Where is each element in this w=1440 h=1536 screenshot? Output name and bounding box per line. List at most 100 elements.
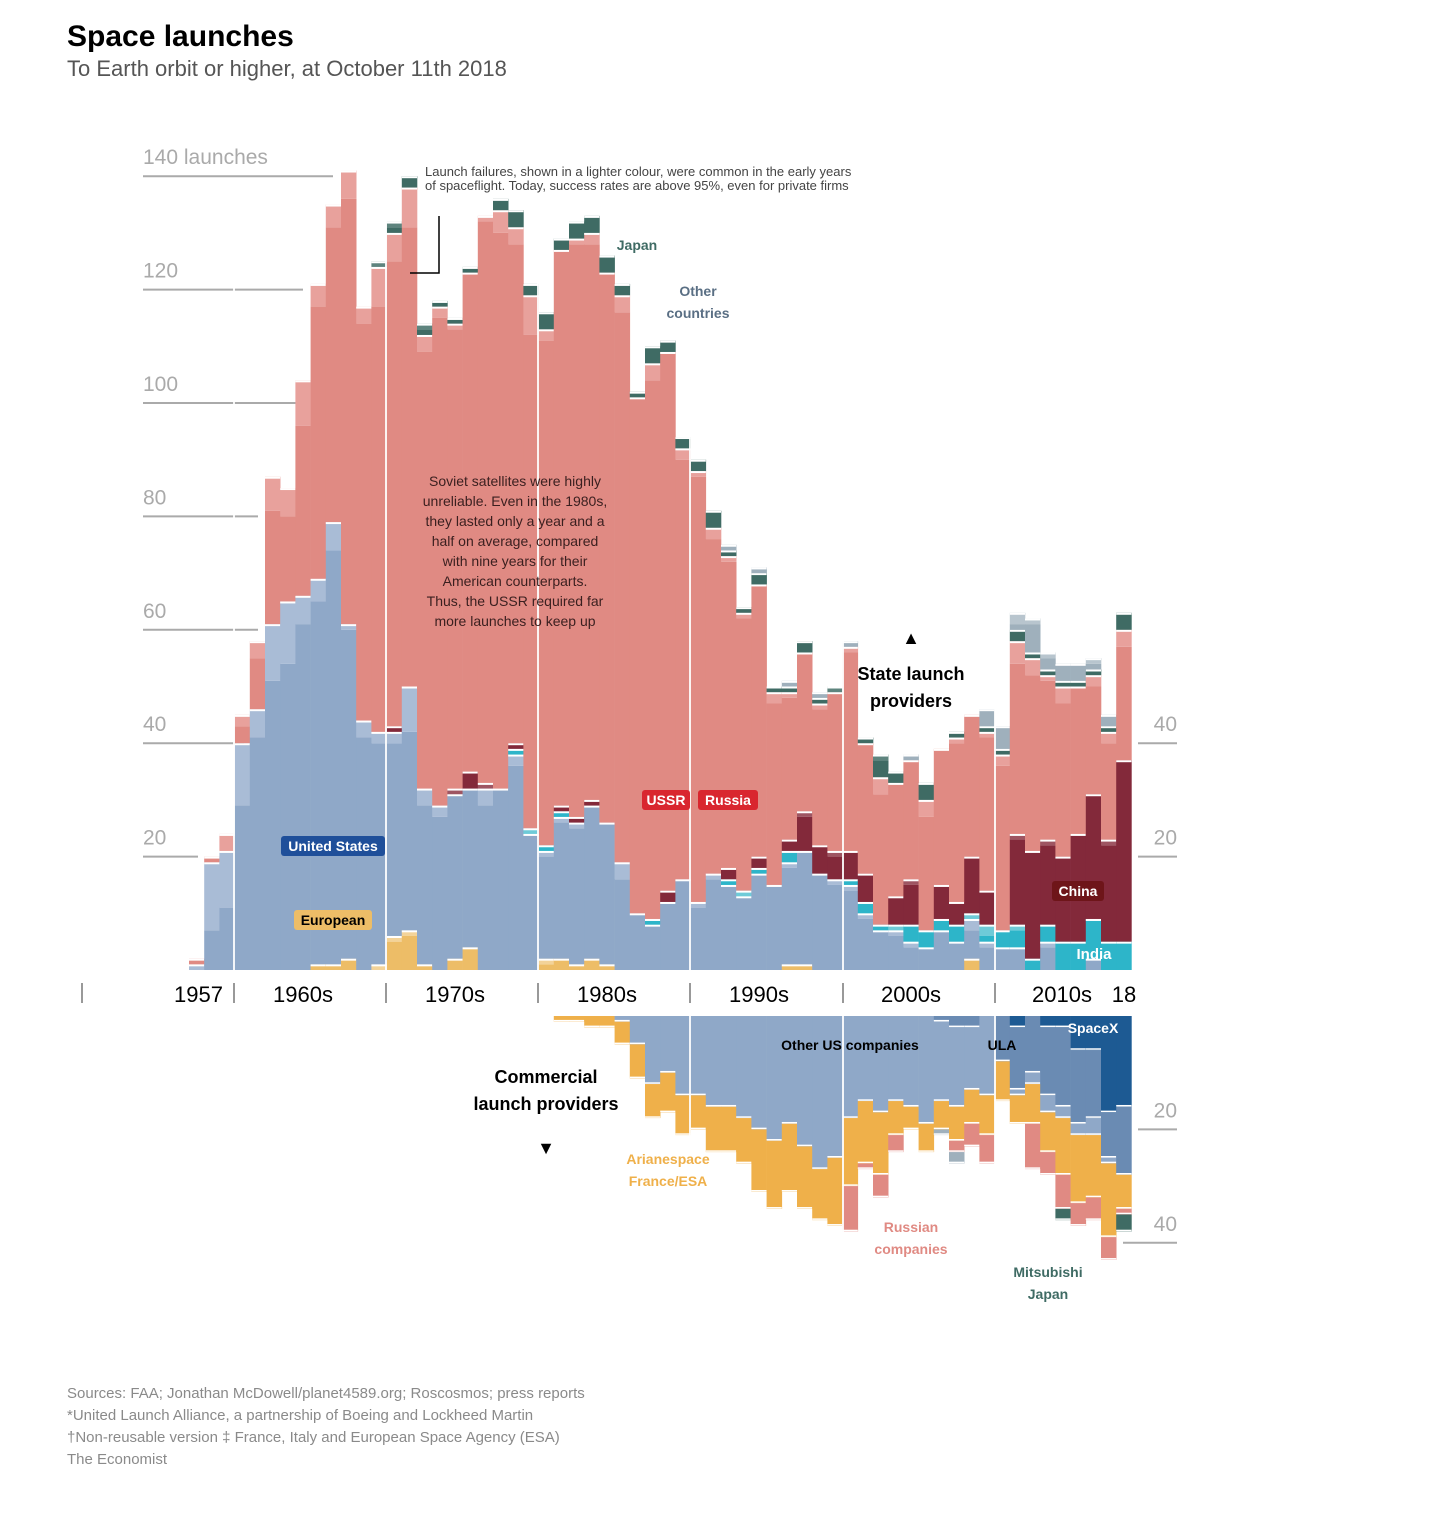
- bar-arianespace-france-esa-1995: [766, 1140, 783, 1209]
- bar-united-states-fail-1976: [477, 788, 494, 806]
- bar-russian-companies-2007: [949, 1140, 965, 1153]
- bar-ussr-russia-1997: [797, 652, 813, 812]
- bar-arianespace-france-esa-1989: [675, 1095, 691, 1136]
- x-tick-label-18: 18: [1112, 982, 1136, 1007]
- bar-united-states-1971: [401, 731, 418, 931]
- bar-united-states-1974: [447, 794, 463, 959]
- bar-arianespace-france-esa-2009: [979, 1095, 995, 1136]
- bar-european-1967: [341, 958, 357, 970]
- bar-ussr-russia-fail-2017: [1101, 731, 1117, 744]
- bar-ussr-russia-fail-1990: [690, 471, 707, 477]
- bar-other-us-companies-1997: [797, 1016, 813, 1147]
- bar-european-1971: [401, 935, 418, 970]
- bar-united-states-fail-2013: [1040, 941, 1056, 948]
- bar-united-states-1994: [751, 873, 767, 970]
- label-european: European: [301, 912, 366, 928]
- bar-ussr-russia-1965: [310, 306, 327, 579]
- bar-india-2002: [873, 924, 889, 931]
- bar-united-states-1972: [417, 805, 433, 965]
- bar-united-states-1991: [705, 879, 722, 970]
- bar-ussr-russia-fail-1989: [675, 448, 691, 460]
- bar-japan-1985: [614, 283, 631, 296]
- y-tick-label-lower-40: 40: [1154, 1213, 1177, 1236]
- bar-ussr-russia-1967: [341, 198, 357, 625]
- bar-china-2007: [949, 901, 965, 925]
- bar-european-1965: [310, 964, 327, 970]
- bar-russian-companies-2015: [1070, 1203, 1087, 1226]
- bar-ussr-russia-2013: [1040, 680, 1056, 840]
- bar-ussr-russia-2011: [1009, 663, 1026, 834]
- bar-ula-2013: [1040, 1027, 1056, 1096]
- bar-other-countries-fail-2016: [1085, 658, 1102, 664]
- bar-japan-1986: [629, 391, 646, 398]
- bar-united-states-1976: [477, 805, 494, 970]
- bar-ula-2018: [1116, 1106, 1132, 1175]
- bar-ussr-russia-fail-2010: [994, 754, 1011, 766]
- bar-other-us-companies-2004: [903, 1016, 919, 1107]
- bar-ula-2014: [1055, 1027, 1071, 1107]
- bar-european-1982: [569, 964, 585, 970]
- bar-other-us-companies-2008: [964, 1027, 980, 1090]
- bar-ussr-russia-2015: [1070, 686, 1087, 834]
- bar-ussr-russia-fail-2005: [918, 799, 935, 817]
- bar-other-countries-2013: [1040, 658, 1056, 670]
- bar-china-2003: [888, 896, 904, 925]
- bar-united-states-fail-1999: [827, 879, 843, 885]
- y-tick-label-80: 80: [143, 486, 166, 509]
- bar-ussr-russia-1998: [812, 709, 828, 846]
- bar-china-1983: [584, 799, 600, 806]
- bar-india-2011: [1009, 930, 1026, 948]
- bar-ussr-russia-2012: [1025, 675, 1041, 851]
- bar-united-states-1975: [462, 788, 479, 948]
- bar-other-us-companies-1996: [781, 1016, 798, 1124]
- bar-other-countries-2009: [979, 709, 995, 727]
- bar-ussr-russia-fail-2012: [1025, 658, 1041, 676]
- bar-ussr-russia-2003: [888, 782, 904, 897]
- footer-note-nonreusable: †Non-reusable version ‡ France, Italy an…: [67, 1429, 560, 1446]
- bar-arianespace-france-esa-2005: [918, 1123, 935, 1153]
- bar-ussr-russia-1968: [356, 323, 372, 721]
- bar-japan-1983: [584, 215, 600, 233]
- bar-ussr-russia-fail-1965: [310, 283, 327, 307]
- bar-japan-2012: [1025, 652, 1041, 659]
- bar-united-states-1960: [234, 805, 251, 970]
- bar-china-1996: [781, 839, 798, 851]
- bar-other-us-companies-2007: [949, 1027, 965, 1107]
- bar-ussr-russia-2010: [994, 765, 1011, 931]
- bar-ussr-russia-1977: [493, 232, 509, 789]
- bar-russian-companies-2018: [1116, 1208, 1132, 1215]
- x-tick-label-2010s: 2010s: [1032, 982, 1092, 1007]
- soviet-note-line6: American counterparts.: [443, 573, 588, 589]
- bar-ussr-russia-fail-2007: [949, 737, 965, 744]
- label-other-us-companies: Other US companies: [781, 1037, 919, 1053]
- y-tick-label-120: 120: [143, 260, 178, 283]
- bar-united-states-2002: [873, 930, 889, 970]
- bar-ussr-russia-1969: [371, 306, 387, 732]
- bar-ussr-russia-2008: [964, 714, 980, 857]
- bar-arianespace-france-esa-2011: [1009, 1095, 1026, 1124]
- bar-united-states-1982: [569, 828, 585, 965]
- bar-arianespace-france-esa-2017: [1101, 1163, 1117, 1238]
- bar-ussr-russia-fail-1976: [477, 215, 494, 222]
- bar-india-2000: [842, 879, 859, 885]
- bar-european-fail-1980: [538, 958, 555, 965]
- soviet-note-line8: more launches to keep up: [434, 613, 595, 629]
- bar-united-states-1983: [584, 805, 600, 959]
- bar-india-2004: [903, 924, 919, 942]
- bar-european-1980: [538, 964, 555, 970]
- bar-japan-1992: [721, 550, 737, 557]
- bar-japan-1974: [447, 317, 463, 324]
- bar-japan-1993: [736, 607, 752, 613]
- bar-china-2006: [933, 884, 950, 919]
- bar-united-states-2009: [979, 947, 995, 970]
- bar-ussr-russia-fail-1970: [386, 232, 403, 262]
- bar-arianespace-france-esa-2014: [1055, 1118, 1071, 1175]
- y-axis-upper: 20 20 40 40 60 80 100 120 140 launches 20 40: [143, 146, 1177, 1244]
- bar-japan-2007: [949, 731, 965, 738]
- label-india: India: [1076, 946, 1112, 963]
- bar-united-states-fail-1996: [781, 862, 798, 868]
- x-tick-label-1990s: 1990s: [729, 982, 789, 1007]
- bar-ussr-russia-2009: [979, 737, 995, 891]
- soviet-note-line3: they lasted only a year and a: [425, 513, 604, 529]
- bar-japan-1975: [462, 266, 479, 273]
